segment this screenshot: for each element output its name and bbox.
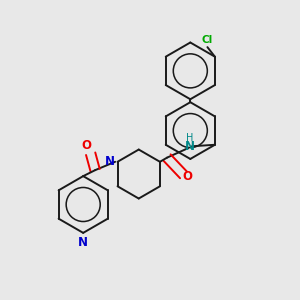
Text: N: N bbox=[78, 236, 88, 249]
Text: O: O bbox=[82, 139, 92, 152]
Text: N: N bbox=[185, 140, 195, 153]
Text: O: O bbox=[182, 170, 192, 183]
Text: H: H bbox=[186, 133, 194, 143]
Text: Cl: Cl bbox=[202, 35, 213, 45]
Text: N: N bbox=[105, 155, 115, 168]
